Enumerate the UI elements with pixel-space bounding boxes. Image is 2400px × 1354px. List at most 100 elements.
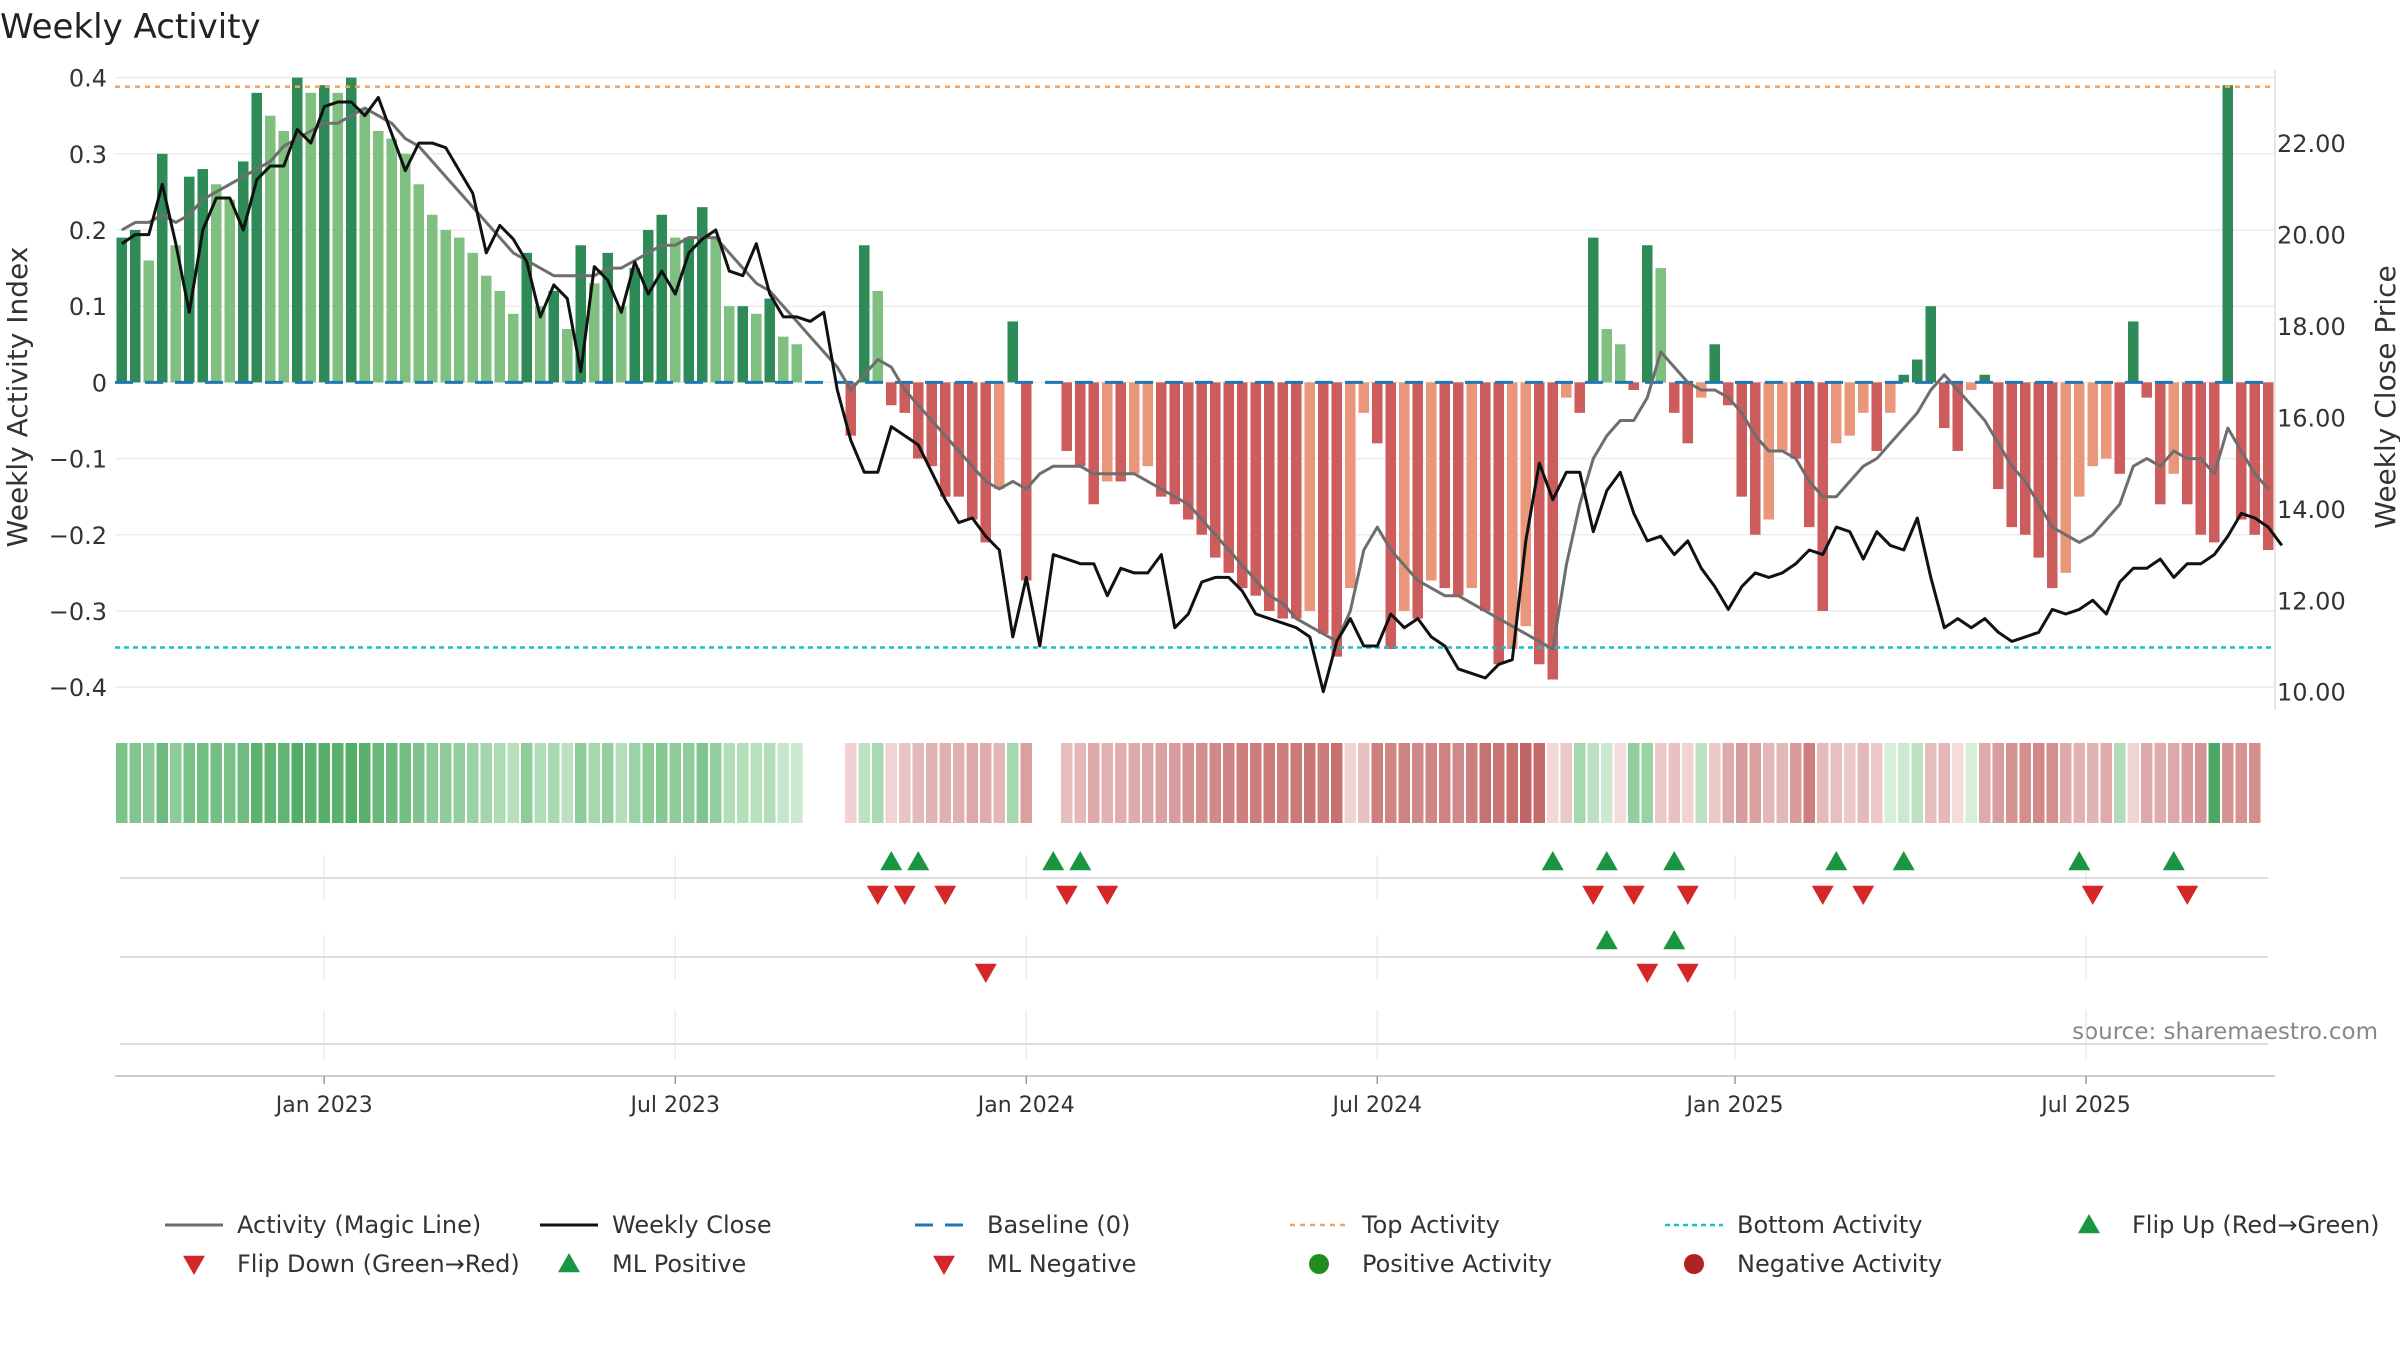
activity-bar [1007, 321, 1019, 383]
magic-line [121, 106, 2270, 651]
activity-bar [1979, 374, 1991, 383]
activity-bar [1128, 382, 1140, 474]
activity-bar [858, 245, 870, 383]
strip-cell [1601, 743, 1613, 823]
activity-bar [1344, 382, 1356, 589]
legend-flip-down-symbol [183, 1255, 205, 1275]
activity-bar [224, 199, 236, 383]
flip-down-marker [1811, 885, 1834, 905]
strip-cell [980, 743, 992, 823]
strip-cell [602, 743, 614, 823]
activity-bar [1641, 245, 1653, 383]
strip-cell [1776, 743, 1788, 823]
activity-bar [737, 306, 749, 383]
x-tick-label: Jul 2024 [1330, 1093, 1422, 1118]
activity-bar [1142, 382, 1154, 467]
legend-flip-up-label: Flip Up (Red→Green) [2132, 1211, 2380, 1239]
activity-bar [1547, 382, 1559, 680]
legend-ml-positive-swatch [558, 1253, 580, 1273]
strip-cell [710, 743, 722, 823]
strip-cell [1236, 743, 1248, 823]
strip-cell [2222, 743, 2234, 823]
y2-tick-label: 10.00 [2277, 679, 2346, 707]
activity-bar [845, 382, 857, 436]
activity-bar [1425, 382, 1437, 581]
strip-cell [1803, 743, 1815, 823]
activity-bar [561, 329, 573, 383]
activity-bar [1263, 382, 1275, 611]
strip-cell [210, 743, 222, 823]
y2-tick-label: 18.00 [2277, 313, 2346, 341]
strip-cell [1020, 743, 1032, 823]
strip-cell [399, 743, 411, 823]
strip-cell [885, 743, 897, 823]
y-tick-label: 0.2 [69, 217, 107, 245]
strip-cell [183, 743, 195, 823]
activity-bar [1830, 382, 1842, 444]
strip-cell [1844, 743, 1856, 823]
activity-bar [1965, 382, 1977, 390]
strip-cell [872, 743, 884, 823]
activity-bar [1304, 382, 1316, 611]
strip-cell [575, 743, 587, 823]
activity-bar [912, 382, 924, 459]
flip-down-marker [934, 885, 957, 905]
activity-bar [251, 92, 263, 383]
activity-bar [1520, 382, 1532, 627]
strip-cell [1695, 743, 1707, 823]
activity-bar [1385, 382, 1397, 650]
activity-bar [1250, 382, 1262, 596]
strip-cell [1385, 743, 1397, 823]
strip-cell [723, 743, 735, 823]
strip-cell [750, 743, 762, 823]
strip-cell [1169, 743, 1181, 823]
activity-bar [399, 153, 411, 383]
strip-cell [831, 743, 843, 823]
legend-bottom-activity-label: Bottom Activity [1737, 1211, 1922, 1239]
strip-cell [818, 743, 830, 823]
activity-bar [656, 214, 668, 383]
activity-bar [548, 290, 560, 383]
legend-ml-positive-label: ML Positive [612, 1250, 746, 1278]
strip-cell [2195, 743, 2207, 823]
strip-cell [2006, 743, 2018, 823]
legend-flip-up-swatch [2078, 1214, 2100, 1234]
strip-cell [2235, 743, 2247, 823]
activity-bar [467, 252, 479, 383]
activity-bar [602, 252, 614, 383]
strip-cell [912, 743, 924, 823]
activity-bar [345, 77, 357, 383]
activity-bar [575, 245, 587, 383]
strip-cell [1790, 743, 1802, 823]
strip-cell [386, 743, 398, 823]
strip-cell [1925, 743, 1937, 823]
strip-cell [1034, 743, 1046, 823]
strip-cell [1115, 743, 1127, 823]
activity-bar [1479, 382, 1491, 611]
activity-bar [1020, 382, 1032, 581]
flip-up-marker [907, 851, 930, 871]
strip-cell [318, 743, 330, 823]
legend-weekly-close-label: Weekly Close [612, 1211, 772, 1239]
activity-bar [332, 92, 344, 383]
legend-flip-down-label: Flip Down (Green→Red) [237, 1250, 520, 1278]
x-tick-label: Jan 2023 [274, 1093, 373, 1118]
strip-cell [629, 743, 641, 823]
activity-bar [1776, 382, 1788, 451]
activity-bar [372, 130, 384, 383]
strip-cell [1479, 743, 1491, 823]
strip-cell [305, 743, 317, 823]
activity-bar [588, 283, 600, 383]
strip-cell [1736, 743, 1748, 823]
y2-tick-label: 12.00 [2277, 587, 2346, 615]
strip-cell [1506, 743, 1518, 823]
y-tick-label: −0.1 [49, 446, 107, 474]
y-tick-label: 0.1 [69, 293, 107, 321]
strip-cell [683, 743, 695, 823]
y2-tick-label: 20.00 [2277, 222, 2346, 250]
activity-bar [1790, 382, 1802, 459]
strip-cell [777, 743, 789, 823]
activity-bar [440, 230, 452, 383]
activity-bar [1898, 374, 1910, 383]
strip-cell [1992, 743, 2004, 823]
